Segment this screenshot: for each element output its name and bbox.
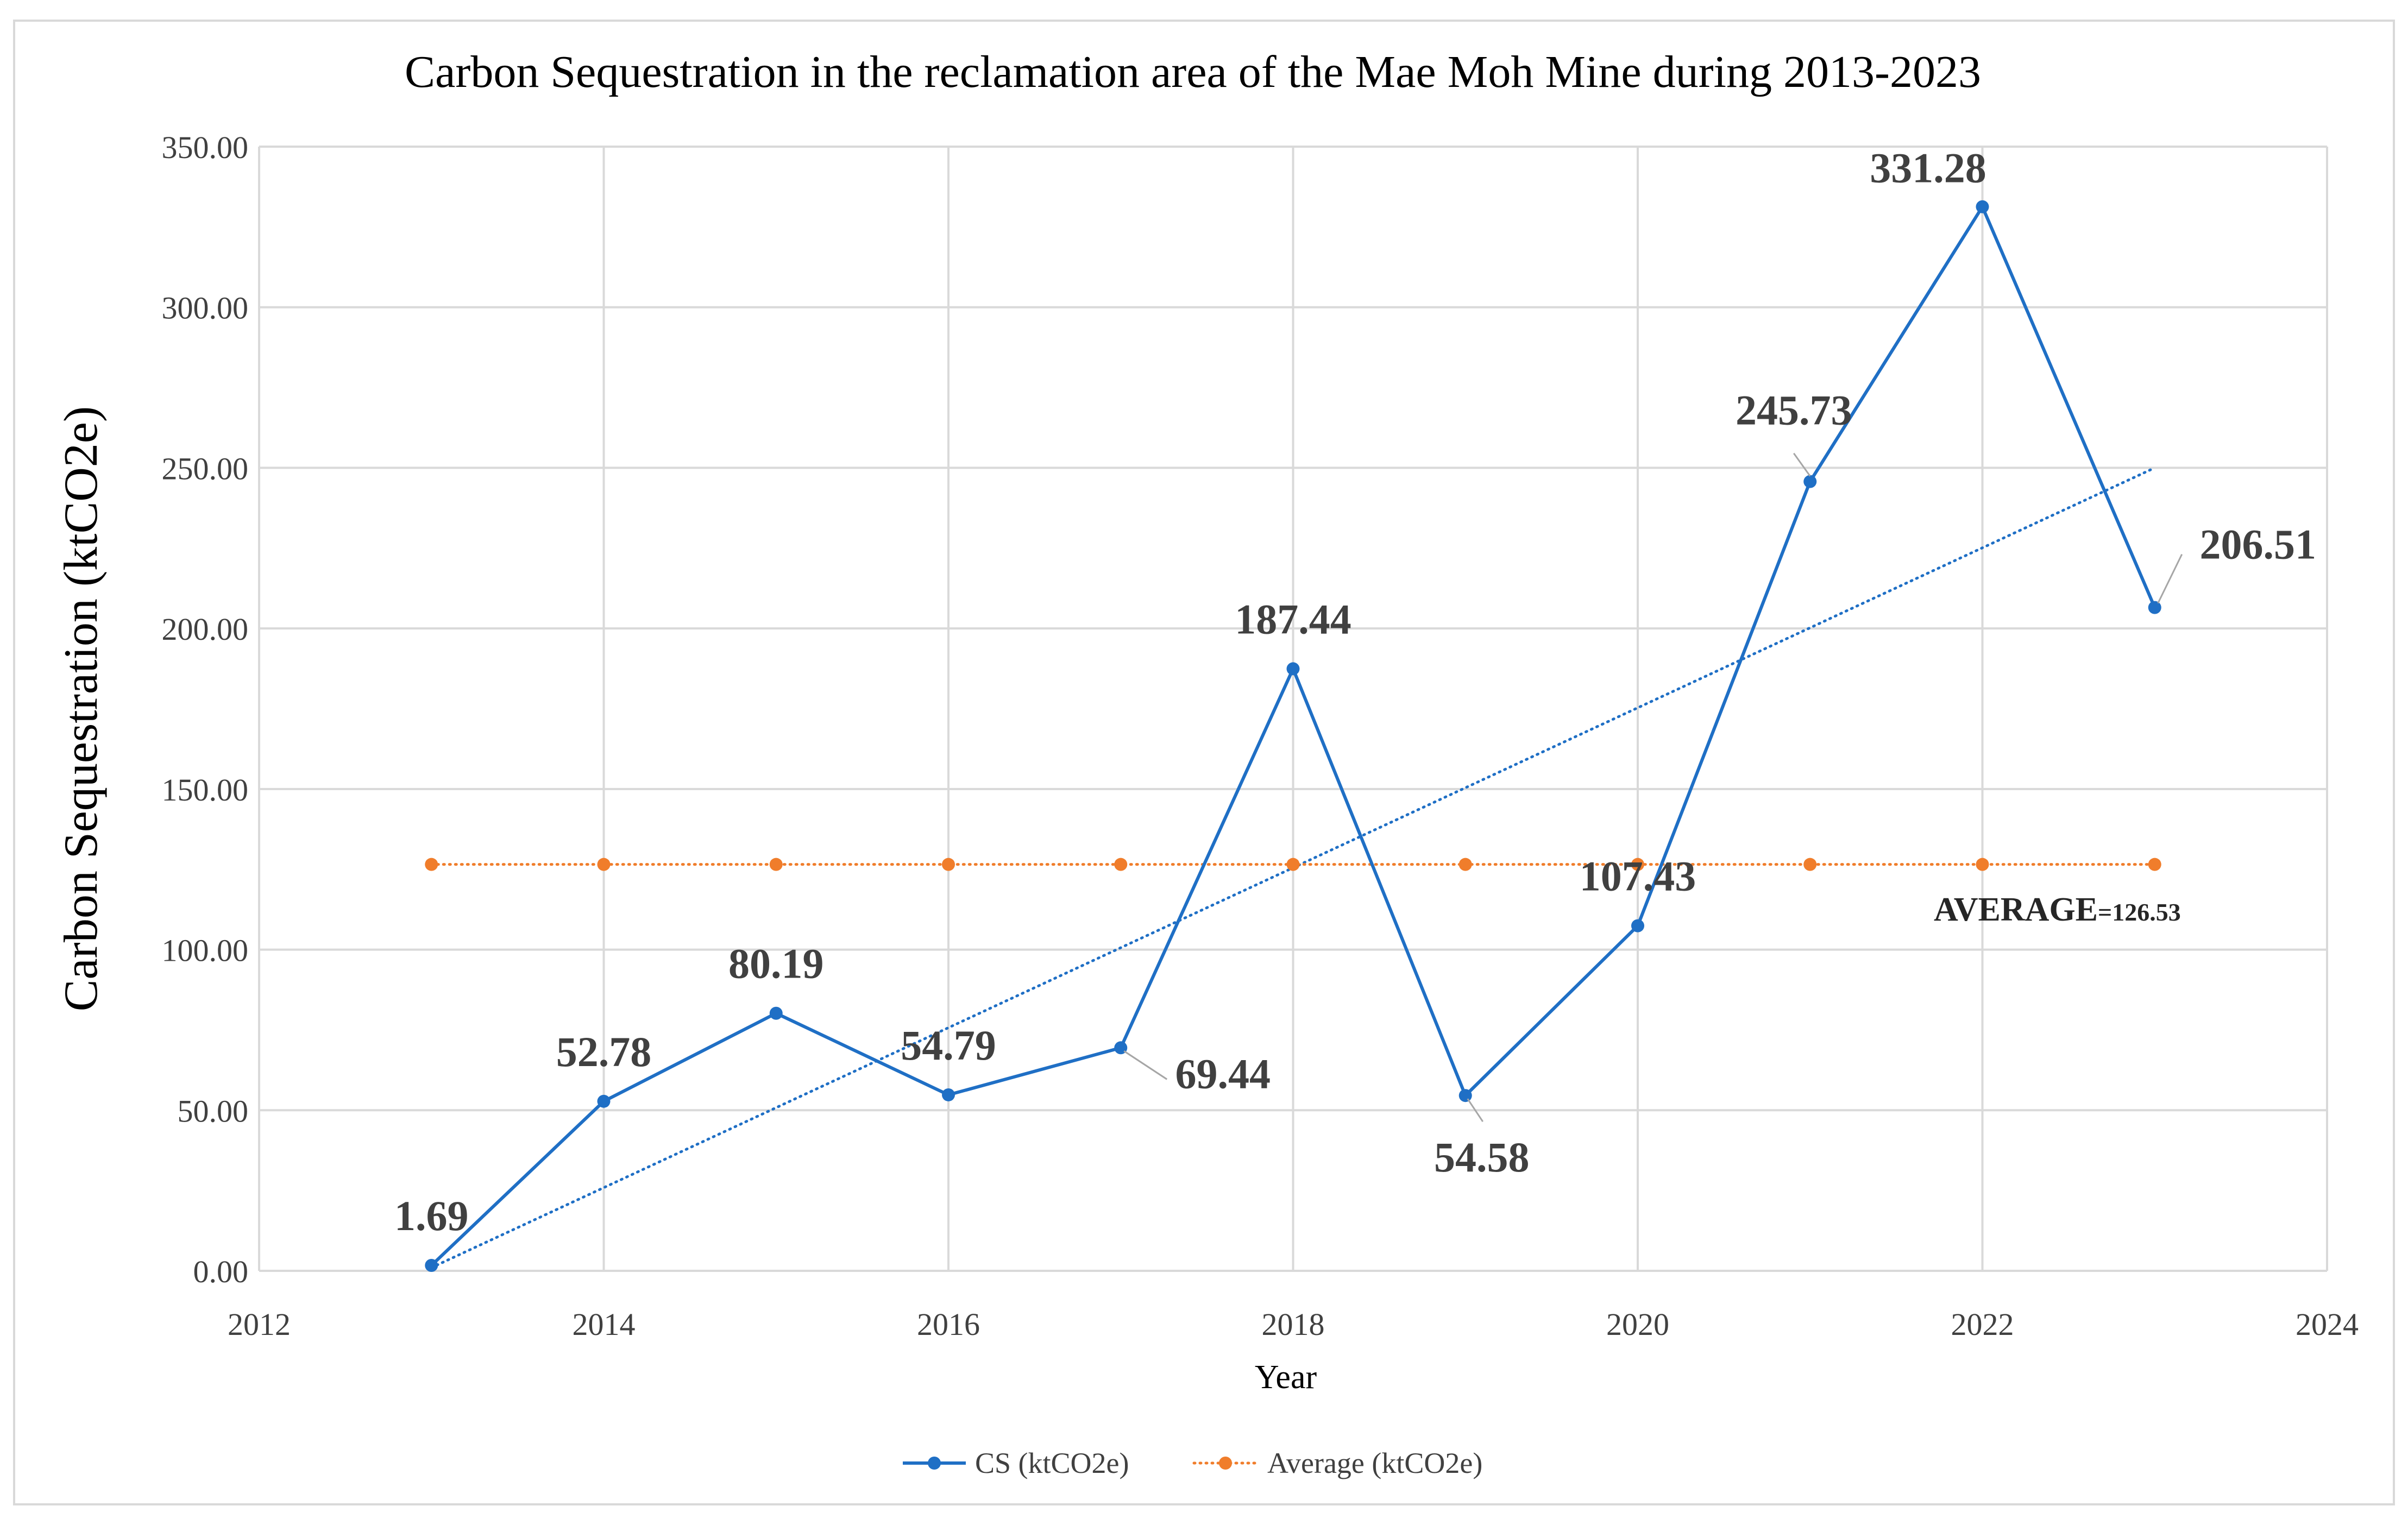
cs-point [942, 1088, 955, 1101]
legend-item-average[interactable]: Average (ktCO2e) [1192, 1447, 1482, 1479]
legend-item-cs[interactable]: CS (ktCO2e) [903, 1447, 1129, 1479]
x-tick-label: 2022 [1951, 1307, 2014, 1342]
average-annotation-value: =126.53 [2098, 898, 2181, 926]
y-tick-label: 0.00 [193, 1254, 249, 1289]
x-tick-label: 2018 [1262, 1307, 1325, 1342]
gridlines [258, 146, 2328, 1272]
y-tick-label: 50.00 [178, 1093, 249, 1129]
x-tick-label: 2020 [1606, 1307, 1669, 1342]
cs-point [425, 1259, 438, 1272]
average-annotation: AVERAGE=126.53 [1934, 891, 2181, 928]
y-tick-label: 200.00 [162, 612, 249, 647]
data-label-leader [2157, 553, 2183, 604]
x-axis-title: Year [1255, 1359, 1317, 1396]
data-label: 206.51 [2200, 521, 2317, 568]
data-label: 245.73 [1736, 387, 1852, 434]
average-point [1803, 858, 1817, 871]
data-label-leader [1123, 1050, 1168, 1080]
cs-point [1458, 1089, 1472, 1102]
data-label: 54.58 [1434, 1133, 1530, 1181]
average-point [1631, 858, 1644, 871]
x-tick-label: 2012 [228, 1307, 291, 1342]
average-point [597, 858, 611, 871]
average-point [1286, 858, 1300, 871]
legend-average-marker-icon [1219, 1457, 1232, 1470]
x-tick-label: 2016 [917, 1307, 980, 1342]
average-point [1458, 858, 1472, 871]
y-tick-label: 150.00 [162, 772, 249, 808]
x-tick-label: 2024 [2296, 1307, 2359, 1342]
average-point [2148, 858, 2161, 871]
cs-point [1976, 200, 1989, 213]
y-tick-label: 350.00 [162, 130, 249, 165]
cs-point [1286, 662, 1300, 676]
data-label-leader [1467, 1098, 1483, 1123]
data-labels-layer: 1.69 52.78 80.19 54.79 69.44 187.44 54.58 107.4… [394, 144, 2316, 1239]
cs-point [597, 1094, 611, 1108]
average-point [425, 858, 438, 871]
data-label: 107.43 [1580, 853, 1696, 900]
data-label: 80.19 [728, 940, 824, 987]
data-label: 187.44 [1235, 595, 1351, 642]
data-label-leader [1793, 452, 1811, 477]
legend-cs-marker-icon [928, 1457, 941, 1470]
average-point [1976, 858, 1989, 871]
data-label: 331.28 [1870, 144, 1986, 192]
cs-point [2148, 601, 2161, 614]
data-label: 69.44 [1175, 1050, 1271, 1097]
legend: CS (ktCO2e) Average (ktCO2e) [903, 1447, 1482, 1479]
tick-labels-layer: 0.00 50.00 100.00 150.00 200.00 250.00 300.00 3… [162, 130, 2359, 1342]
cs-point [769, 1006, 783, 1020]
y-tick-label: 250.00 [162, 451, 249, 486]
cs-point [1803, 475, 1817, 488]
cs-point [1631, 919, 1644, 932]
average-point [769, 858, 783, 871]
data-label: 1.69 [394, 1192, 469, 1239]
y-tick-label: 100.00 [162, 933, 249, 968]
data-label: 54.79 [901, 1022, 996, 1069]
y-axis-title: Carbon Sequestration (ktCO2e) [55, 406, 108, 1011]
average-point [942, 858, 955, 871]
y-tick-label: 300.00 [162, 291, 249, 326]
data-label: 52.78 [556, 1028, 652, 1075]
chart-frame [13, 20, 2395, 1505]
legend-average-label: Average (ktCO2e) [1267, 1447, 1482, 1479]
x-tick-label: 2014 [573, 1307, 636, 1342]
legend-cs-label: CS (ktCO2e) [975, 1447, 1129, 1479]
average-annotation-prefix: AVERAGE [1934, 891, 2098, 928]
series-layer [425, 200, 2161, 1272]
average-point [1114, 858, 1128, 871]
chart-title: Carbon Sequestration in the reclamation … [405, 47, 1981, 97]
